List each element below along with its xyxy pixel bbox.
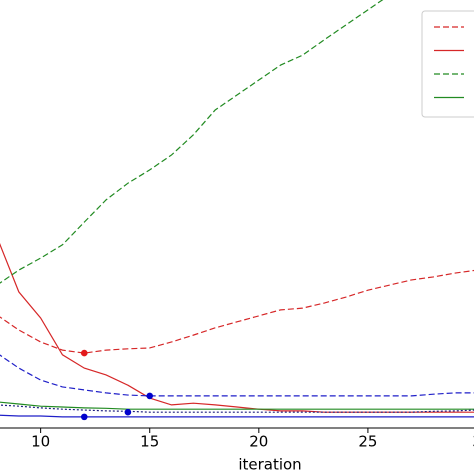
legend-box (421, 10, 474, 118)
series-line (0, 243, 474, 413)
x-tick-label: 25 (358, 433, 377, 451)
marker (124, 408, 132, 416)
x-tick-label: 20 (249, 433, 268, 451)
series-line (0, 401, 474, 410)
plot-area (0, 0, 474, 421)
series-line (0, 0, 384, 284)
series-line (0, 354, 474, 397)
series-line (0, 269, 474, 354)
marker (80, 413, 88, 421)
marker (80, 349, 88, 357)
series-line (0, 404, 474, 413)
marker (146, 392, 154, 400)
x-tick-label: 3 (472, 433, 474, 451)
x-axis-label: iteration (238, 456, 301, 474)
x-tick-label: 10 (31, 433, 50, 451)
x-tick-label: 15 (140, 433, 159, 451)
series-line (0, 414, 474, 418)
